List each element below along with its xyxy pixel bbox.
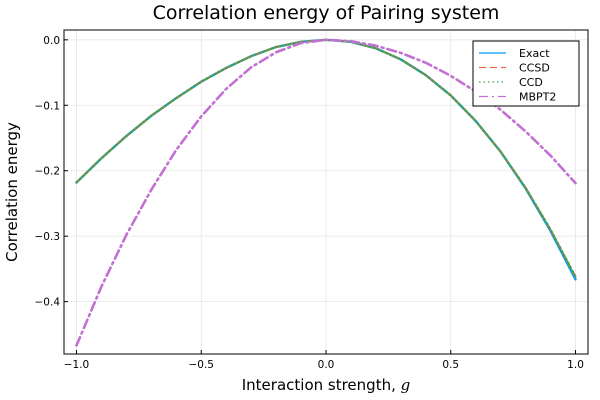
- x-axis-label: Interaction strength, g: [242, 376, 410, 394]
- x-tick-label: 0.5: [442, 359, 459, 371]
- x-axis-label-text: Interaction strength,: [242, 376, 401, 394]
- legend-box: [472, 40, 580, 107]
- y-tick-label: 0.0: [43, 35, 60, 47]
- y-axis-label: Correlation energy: [3, 122, 21, 262]
- chart-title: Correlation energy of Pairing system: [153, 2, 500, 24]
- legend-label: CCSD: [519, 62, 550, 75]
- legend-label: MBPT2: [519, 91, 556, 104]
- y-tick-label: −0.3: [35, 231, 61, 243]
- y-tick-label: −0.4: [35, 297, 61, 309]
- y-tick-label: −0.1: [35, 100, 61, 112]
- series-group: [75, 38, 577, 347]
- legend-label: Exact: [519, 47, 550, 60]
- x-axis-label-symbol: g: [401, 376, 411, 394]
- legend-label: CCD: [519, 76, 543, 89]
- tick-labels: −1.0 −0.5 0.0 0.5 1.0 0.0 −0.1 −0.2 −0.3 −0.4: [35, 35, 584, 371]
- x-tick-label: 0.0: [318, 359, 335, 371]
- y-tick-label: −0.2: [35, 166, 61, 178]
- x-tick-label: −1.0: [64, 359, 90, 371]
- x-tick-label: −0.5: [188, 359, 214, 371]
- tick-marks: [64, 39, 577, 354]
- x-tick-label: 1.0: [567, 359, 584, 371]
